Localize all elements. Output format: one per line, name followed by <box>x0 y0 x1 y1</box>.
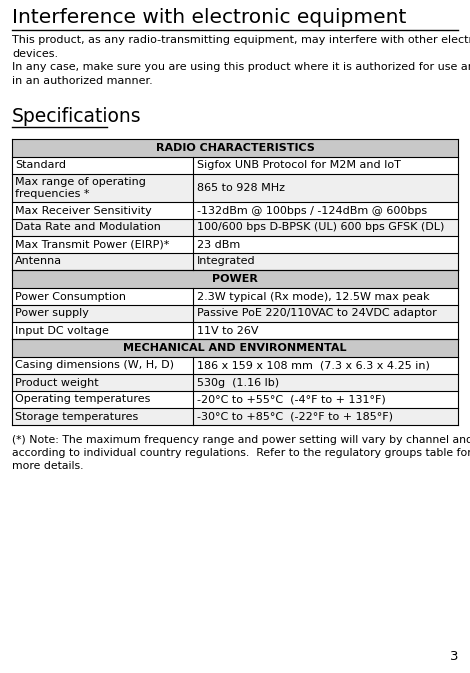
Bar <box>12 139 458 157</box>
Text: 2.3W typical (Rx mode), 12.5W max peak: 2.3W typical (Rx mode), 12.5W max peak <box>196 291 429 302</box>
Text: Passive PoE 220/110VAC to 24VDC adaptor: Passive PoE 220/110VAC to 24VDC adaptor <box>196 308 436 318</box>
Bar <box>12 374 458 391</box>
Bar <box>12 357 458 374</box>
Text: Data Rate and Modulation: Data Rate and Modulation <box>15 223 161 232</box>
Text: Operating temperatures: Operating temperatures <box>15 394 150 404</box>
Text: 186 x 159 x 108 mm  (7.3 x 6.3 x 4.25 in): 186 x 159 x 108 mm (7.3 x 6.3 x 4.25 in) <box>196 361 430 371</box>
Text: MECHANICAL AND ENVIRONMENTAL: MECHANICAL AND ENVIRONMENTAL <box>123 343 347 353</box>
Bar <box>12 288 458 305</box>
Bar <box>12 322 458 339</box>
Bar <box>12 305 458 322</box>
Text: Storage temperatures: Storage temperatures <box>15 411 138 421</box>
Text: Sigfox UNB Protocol for M2M and IoT: Sigfox UNB Protocol for M2M and IoT <box>196 160 400 170</box>
Bar <box>12 174 458 202</box>
Text: 100/600 bps D-BPSK (UL) 600 bps GFSK (DL): 100/600 bps D-BPSK (UL) 600 bps GFSK (DL… <box>196 223 444 232</box>
Text: (*) Note: The maximum frequency range and power setting will vary by channel and: (*) Note: The maximum frequency range an… <box>12 435 470 471</box>
Text: 11V to 26V: 11V to 26V <box>196 326 258 336</box>
Text: 530g  (1.16 lb): 530g (1.16 lb) <box>196 378 279 388</box>
Text: POWER: POWER <box>212 274 258 284</box>
Text: Power supply: Power supply <box>15 308 89 318</box>
Bar <box>12 219 458 236</box>
Bar <box>12 157 458 174</box>
Text: -132dBm @ 100bps / -124dBm @ 600bps: -132dBm @ 100bps / -124dBm @ 600bps <box>196 205 427 215</box>
Text: Integrated: Integrated <box>196 256 255 267</box>
Bar <box>12 202 458 219</box>
Text: This product, as any radio-transmitting equipment, may interfere with other elec: This product, as any radio-transmitting … <box>12 35 470 85</box>
Bar <box>12 408 458 425</box>
Text: Power Consumption: Power Consumption <box>15 291 126 302</box>
Text: Product weight: Product weight <box>15 378 99 388</box>
Bar <box>12 391 458 408</box>
Text: Casing dimensions (W, H, D): Casing dimensions (W, H, D) <box>15 361 174 371</box>
Text: 23 dBm: 23 dBm <box>196 240 240 250</box>
Text: Max range of operating
frequencies *: Max range of operating frequencies * <box>15 177 146 199</box>
Bar <box>12 339 458 357</box>
Text: 865 to 928 MHz: 865 to 928 MHz <box>196 183 285 193</box>
Bar <box>12 270 458 288</box>
Text: -20°C to +55°C  (-4°F to + 131°F): -20°C to +55°C (-4°F to + 131°F) <box>196 394 385 404</box>
Bar <box>12 236 458 253</box>
Text: 3: 3 <box>449 650 458 663</box>
Text: RADIO CHARACTERISTICS: RADIO CHARACTERISTICS <box>156 143 314 153</box>
Text: Antenna: Antenna <box>15 256 62 267</box>
Text: Max Receiver Sensitivity: Max Receiver Sensitivity <box>15 205 152 215</box>
Text: Interference with electronic equipment: Interference with electronic equipment <box>12 8 407 27</box>
Text: Input DC voltage: Input DC voltage <box>15 326 109 336</box>
Text: -30°C to +85°C  (-22°F to + 185°F): -30°C to +85°C (-22°F to + 185°F) <box>196 411 392 421</box>
Text: Specifications: Specifications <box>12 107 141 126</box>
Text: Standard: Standard <box>15 160 66 170</box>
Text: Max Transmit Power (EIRP)*: Max Transmit Power (EIRP)* <box>15 240 169 250</box>
Bar <box>12 253 458 270</box>
